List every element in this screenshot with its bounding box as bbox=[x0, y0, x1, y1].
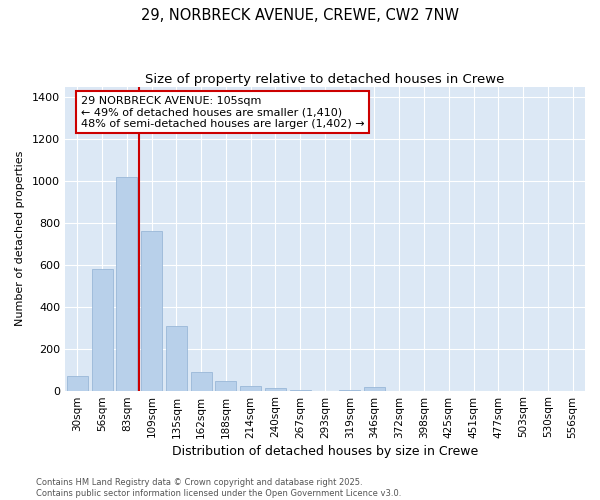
Text: 29, NORBRECK AVENUE, CREWE, CW2 7NW: 29, NORBRECK AVENUE, CREWE, CW2 7NW bbox=[141, 8, 459, 22]
Bar bbox=[215, 381, 236, 390]
Bar bbox=[141, 232, 162, 390]
Bar bbox=[166, 326, 187, 390]
Title: Size of property relative to detached houses in Crewe: Size of property relative to detached ho… bbox=[145, 72, 505, 86]
Bar bbox=[240, 386, 261, 390]
Bar bbox=[265, 388, 286, 390]
Text: Contains HM Land Registry data © Crown copyright and database right 2025.
Contai: Contains HM Land Registry data © Crown c… bbox=[36, 478, 401, 498]
Y-axis label: Number of detached properties: Number of detached properties bbox=[15, 151, 25, 326]
Bar bbox=[67, 376, 88, 390]
Bar bbox=[116, 177, 137, 390]
X-axis label: Distribution of detached houses by size in Crewe: Distribution of detached houses by size … bbox=[172, 444, 478, 458]
Text: 29 NORBRECK AVENUE: 105sqm
← 49% of detached houses are smaller (1,410)
48% of s: 29 NORBRECK AVENUE: 105sqm ← 49% of deta… bbox=[80, 96, 364, 129]
Bar bbox=[92, 269, 113, 390]
Bar bbox=[191, 372, 212, 390]
Bar bbox=[364, 388, 385, 390]
